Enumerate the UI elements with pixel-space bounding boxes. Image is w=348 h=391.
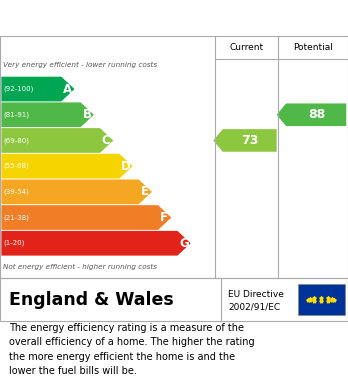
Text: (92-100): (92-100)	[3, 86, 34, 92]
Text: D: D	[121, 160, 131, 173]
Text: (21-38): (21-38)	[3, 214, 29, 221]
Text: C: C	[102, 134, 111, 147]
Text: Not energy efficient - higher running costs: Not energy efficient - higher running co…	[3, 264, 158, 270]
Text: 88: 88	[308, 108, 325, 121]
Polygon shape	[213, 129, 277, 152]
Text: (1-20): (1-20)	[3, 240, 25, 246]
Text: (55-68): (55-68)	[3, 163, 29, 169]
Text: F: F	[160, 211, 168, 224]
Polygon shape	[1, 179, 152, 204]
Polygon shape	[277, 104, 346, 126]
Bar	[298, 284, 345, 315]
Text: 2002/91/EC: 2002/91/EC	[228, 303, 280, 312]
Polygon shape	[1, 77, 74, 101]
Polygon shape	[1, 154, 133, 179]
Text: England & Wales: England & Wales	[9, 291, 173, 308]
Text: A: A	[63, 83, 72, 95]
Text: EU Directive: EU Directive	[228, 290, 284, 299]
Polygon shape	[1, 231, 191, 256]
Text: (39-54): (39-54)	[3, 188, 29, 195]
Polygon shape	[1, 102, 94, 127]
Text: G: G	[179, 237, 189, 250]
Text: (81-91): (81-91)	[3, 111, 30, 118]
Text: (69-80): (69-80)	[3, 137, 30, 144]
Text: Potential: Potential	[293, 43, 333, 52]
Text: B: B	[82, 108, 92, 121]
Text: Current: Current	[230, 43, 264, 52]
Polygon shape	[1, 128, 113, 153]
Text: Energy Efficiency Rating: Energy Efficiency Rating	[10, 11, 221, 25]
Text: E: E	[141, 185, 149, 198]
Text: The energy efficiency rating is a measure of the
overall efficiency of a home. T: The energy efficiency rating is a measur…	[9, 323, 254, 376]
Polygon shape	[1, 205, 171, 230]
Text: Very energy efficient - lower running costs: Very energy efficient - lower running co…	[3, 61, 158, 68]
Text: 73: 73	[242, 134, 259, 147]
